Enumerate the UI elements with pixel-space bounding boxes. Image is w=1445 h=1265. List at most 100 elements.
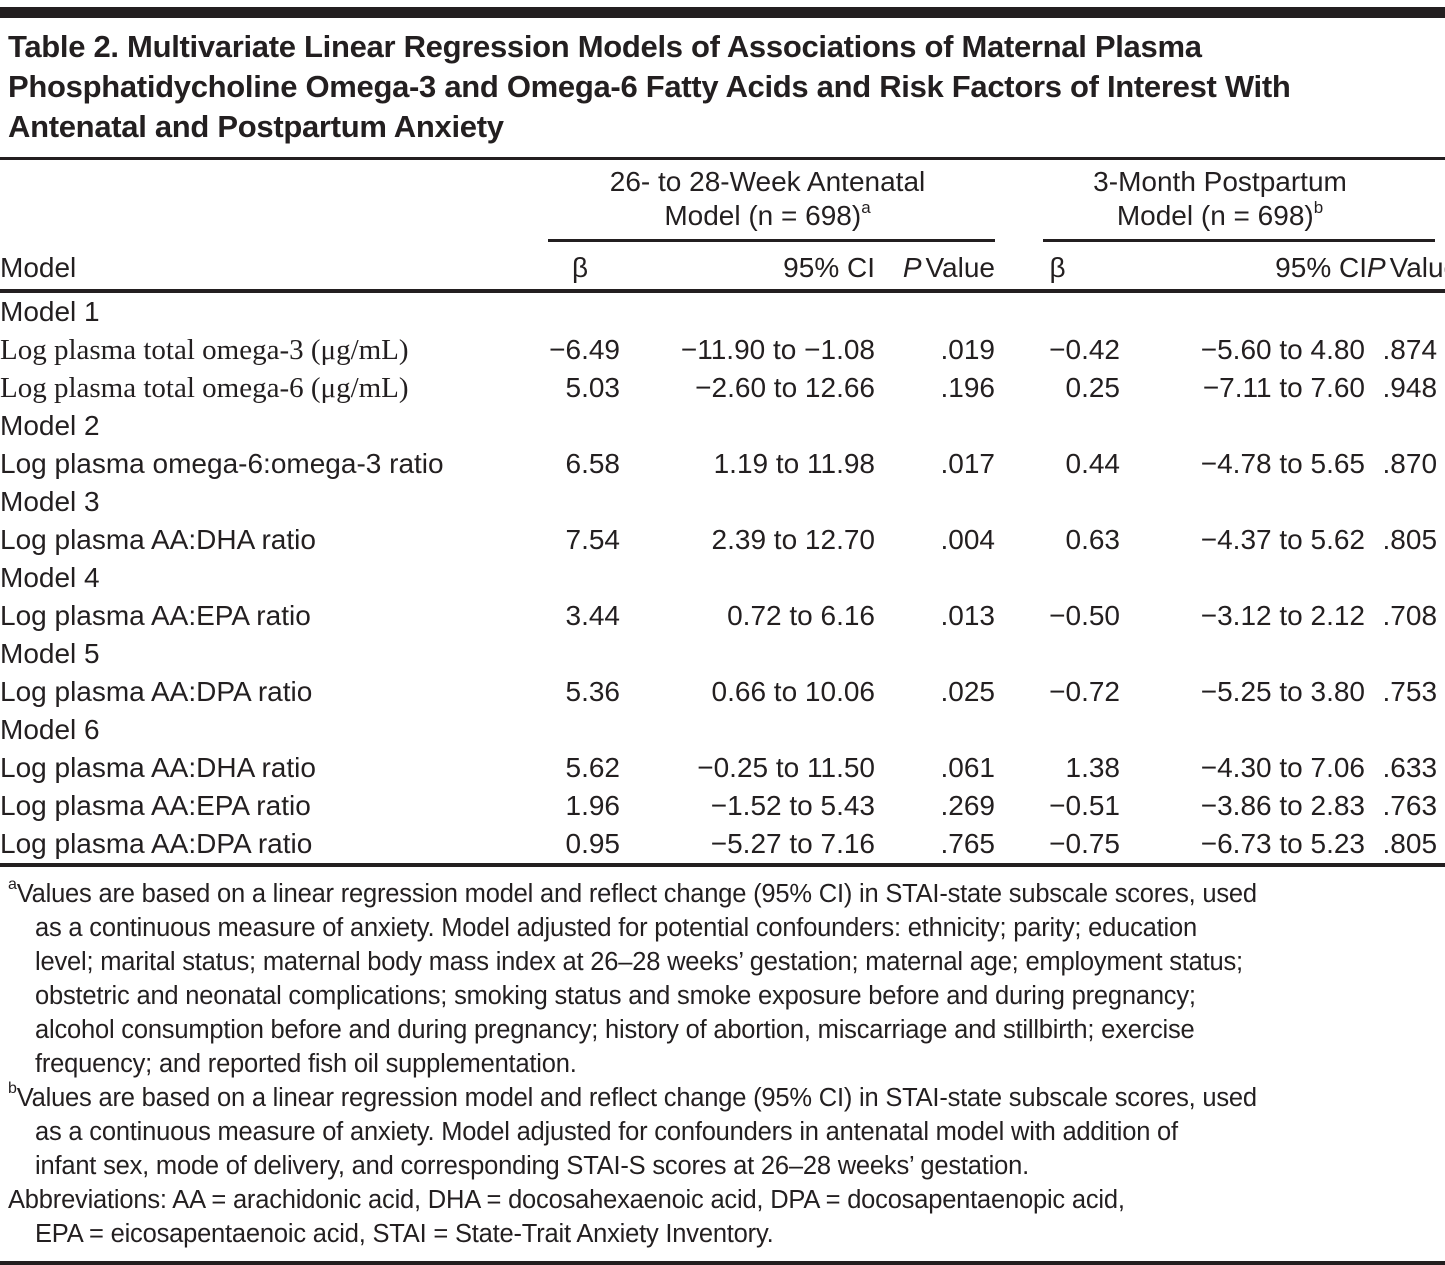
ante-p: .013 xyxy=(940,600,996,631)
post-ci: −3.86 to 2.83 xyxy=(1200,790,1365,821)
title-rule xyxy=(0,157,1445,160)
table-row: Log plasma AA:EPA ratio 3.44 0.72 to 6.16.… xyxy=(0,597,1445,635)
abbreviations: Abbreviations: AA = arachidonic acid, DH… xyxy=(8,1186,1125,1248)
model-group-label: Model 5 xyxy=(0,638,100,669)
col-header-beta-postpartum: β xyxy=(995,242,1120,293)
model-group-label: Model 3 xyxy=(0,486,100,517)
model-group-label: Model 6 xyxy=(0,714,100,745)
group-header-antenatal-text: Model (n = 698) xyxy=(664,200,862,231)
footnote-a: aValues are based on a linear regression… xyxy=(8,877,1437,1081)
ante-beta: 3.44 xyxy=(565,600,621,631)
ante-ci: 0.72 to 6.16 xyxy=(727,600,875,631)
model-group-label: Model 4 xyxy=(0,562,100,593)
post-p: .633 xyxy=(1382,752,1438,783)
model-group-row: Model 3 xyxy=(0,483,1445,521)
table-row: Log plasma AA:EPA ratio 1.96 −1.52 to 5.43… xyxy=(0,787,1445,825)
post-beta: 1.38 xyxy=(1065,752,1121,783)
post-beta: −0.51 xyxy=(1049,790,1120,821)
ante-p: .269 xyxy=(940,790,996,821)
footnote-a-marker: a xyxy=(8,876,17,893)
model-group-row: Model 5 xyxy=(0,635,1445,673)
row-label: Log plasma AA:DPA ratio xyxy=(0,825,540,867)
group-underline-antenatal xyxy=(548,239,995,242)
table-row: Log plasma omega-6:omega-3 ratio 6.58 1.19… xyxy=(0,445,1445,483)
p-italic: P xyxy=(1367,252,1386,283)
ante-p: .196 xyxy=(940,372,996,403)
ante-ci: −0.25 to 11.50 xyxy=(697,752,875,783)
table-row: Log plasma AA:DHA ratio 7.54 2.39 to 12.70… xyxy=(0,521,1445,559)
group-header-antenatal-line2: Model (n = 698)a xyxy=(540,199,995,233)
col-header-pvalue-antenatal: P Value xyxy=(875,242,995,293)
ante-ci: −2.60 to 12.66 xyxy=(695,372,875,403)
col-header-ci-antenatal: 95% CI xyxy=(620,242,875,293)
post-beta: −0.72 xyxy=(1049,676,1120,707)
ante-beta: 5.36 xyxy=(565,676,621,707)
row-label: Log plasma omega-6:omega-3 ratio xyxy=(0,448,444,479)
table-row: Log plasma total omega-3 (μg/mL) −6.49 −11… xyxy=(0,331,1445,369)
p-value-word: Value xyxy=(1389,252,1445,283)
table-body: Model 1 Log plasma total omega-3 (μg/mL) −… xyxy=(0,291,1445,867)
group-header-postpartum-line2: Model (n = 698)b xyxy=(995,199,1445,233)
col-header-beta-antenatal: β xyxy=(540,242,620,293)
group-header-postpartum: 3-Month Postpartum Model (n = 698)b xyxy=(995,160,1445,242)
row-label: Log plasma total omega-6 (μg/mL) xyxy=(0,371,409,404)
ante-beta: 5.62 xyxy=(565,752,621,783)
model-group-label: Model 1 xyxy=(0,296,100,327)
model-group-row: Model 6 xyxy=(0,711,1445,749)
post-beta: −0.42 xyxy=(1049,334,1120,365)
footnote-a-text: Values are based on a linear regression … xyxy=(16,880,1257,1078)
ante-ci: 0.66 to 10.06 xyxy=(711,676,875,707)
p-italic: P xyxy=(902,252,922,283)
ante-p: .019 xyxy=(940,334,996,365)
post-ci: −6.73 to 5.23 xyxy=(1120,825,1367,867)
ante-p: .025 xyxy=(940,676,996,707)
post-ci: −4.78 to 5.65 xyxy=(1200,448,1365,479)
post-beta: 0.44 xyxy=(1065,448,1121,479)
post-p: .948 xyxy=(1382,372,1438,403)
group-header-spacer xyxy=(0,160,540,242)
group-header-postpartum-line1: 3-Month Postpartum xyxy=(1093,166,1347,197)
ante-p: .765 xyxy=(875,825,995,867)
table-row: Log plasma AA:DPA ratio 0.95 −5.27 to 7.16… xyxy=(0,825,1445,867)
ante-beta: 5.03 xyxy=(565,372,621,403)
table-row: Log plasma AA:DPA ratio 5.36 0.66 to 10.06… xyxy=(0,673,1445,711)
group-header-antenatal-line1: 26- to 28-Week Antenatal xyxy=(609,166,926,197)
model-group-label: Model 2 xyxy=(0,410,100,441)
group-header-row: 26- to 28-Week Antenatal Model (n = 698)… xyxy=(0,160,1445,242)
ante-beta: 0.95 xyxy=(540,825,620,867)
row-label: Log plasma AA:DHA ratio xyxy=(0,752,316,783)
table-row: Log plasma total omega-6 (μg/mL) 5.03 −2.6… xyxy=(0,369,1445,407)
model-group-row: Model 2 xyxy=(0,407,1445,445)
group-header-antenatal: 26- to 28-Week Antenatal Model (n = 698)… xyxy=(540,160,995,242)
ante-ci: 2.39 to 12.70 xyxy=(711,524,875,555)
post-ci: −5.60 to 4.80 xyxy=(1200,334,1365,365)
group-underline-postpartum xyxy=(1043,239,1436,242)
post-p: .874 xyxy=(1382,334,1438,365)
post-p: .870 xyxy=(1382,448,1438,479)
post-p: .763 xyxy=(1382,790,1438,821)
post-beta: 0.25 xyxy=(1065,372,1121,403)
table-notes: aValues are based on a linear regression… xyxy=(0,867,1445,1251)
post-p: .708 xyxy=(1382,600,1438,631)
post-p: .805 xyxy=(1382,524,1438,555)
ante-p: .017 xyxy=(940,448,996,479)
footnote-b-text: Values are based on a linear regression … xyxy=(16,1084,1257,1180)
footnote-b-marker: b xyxy=(8,1080,17,1097)
group-header-postpartum-text: Model (n = 698) xyxy=(1116,200,1314,231)
model-group-row: Model 4 xyxy=(0,559,1445,597)
ante-beta: 1.96 xyxy=(565,790,621,821)
ante-beta: −6.49 xyxy=(549,334,620,365)
post-ci: −4.37 to 5.62 xyxy=(1200,524,1365,555)
ante-ci: −11.90 to −1.08 xyxy=(680,334,875,365)
model-group-row: Model 1 xyxy=(0,291,1445,331)
ante-p: .004 xyxy=(940,524,996,555)
ante-ci: 1.19 to 11.98 xyxy=(713,448,875,479)
ante-ci: −1.52 to 5.43 xyxy=(710,790,875,821)
top-rule xyxy=(0,7,1445,18)
p-value-word: Value xyxy=(925,252,995,283)
post-p: .805 xyxy=(1367,825,1445,867)
ante-beta: 6.58 xyxy=(565,448,621,479)
post-beta: −0.75 xyxy=(995,825,1120,867)
